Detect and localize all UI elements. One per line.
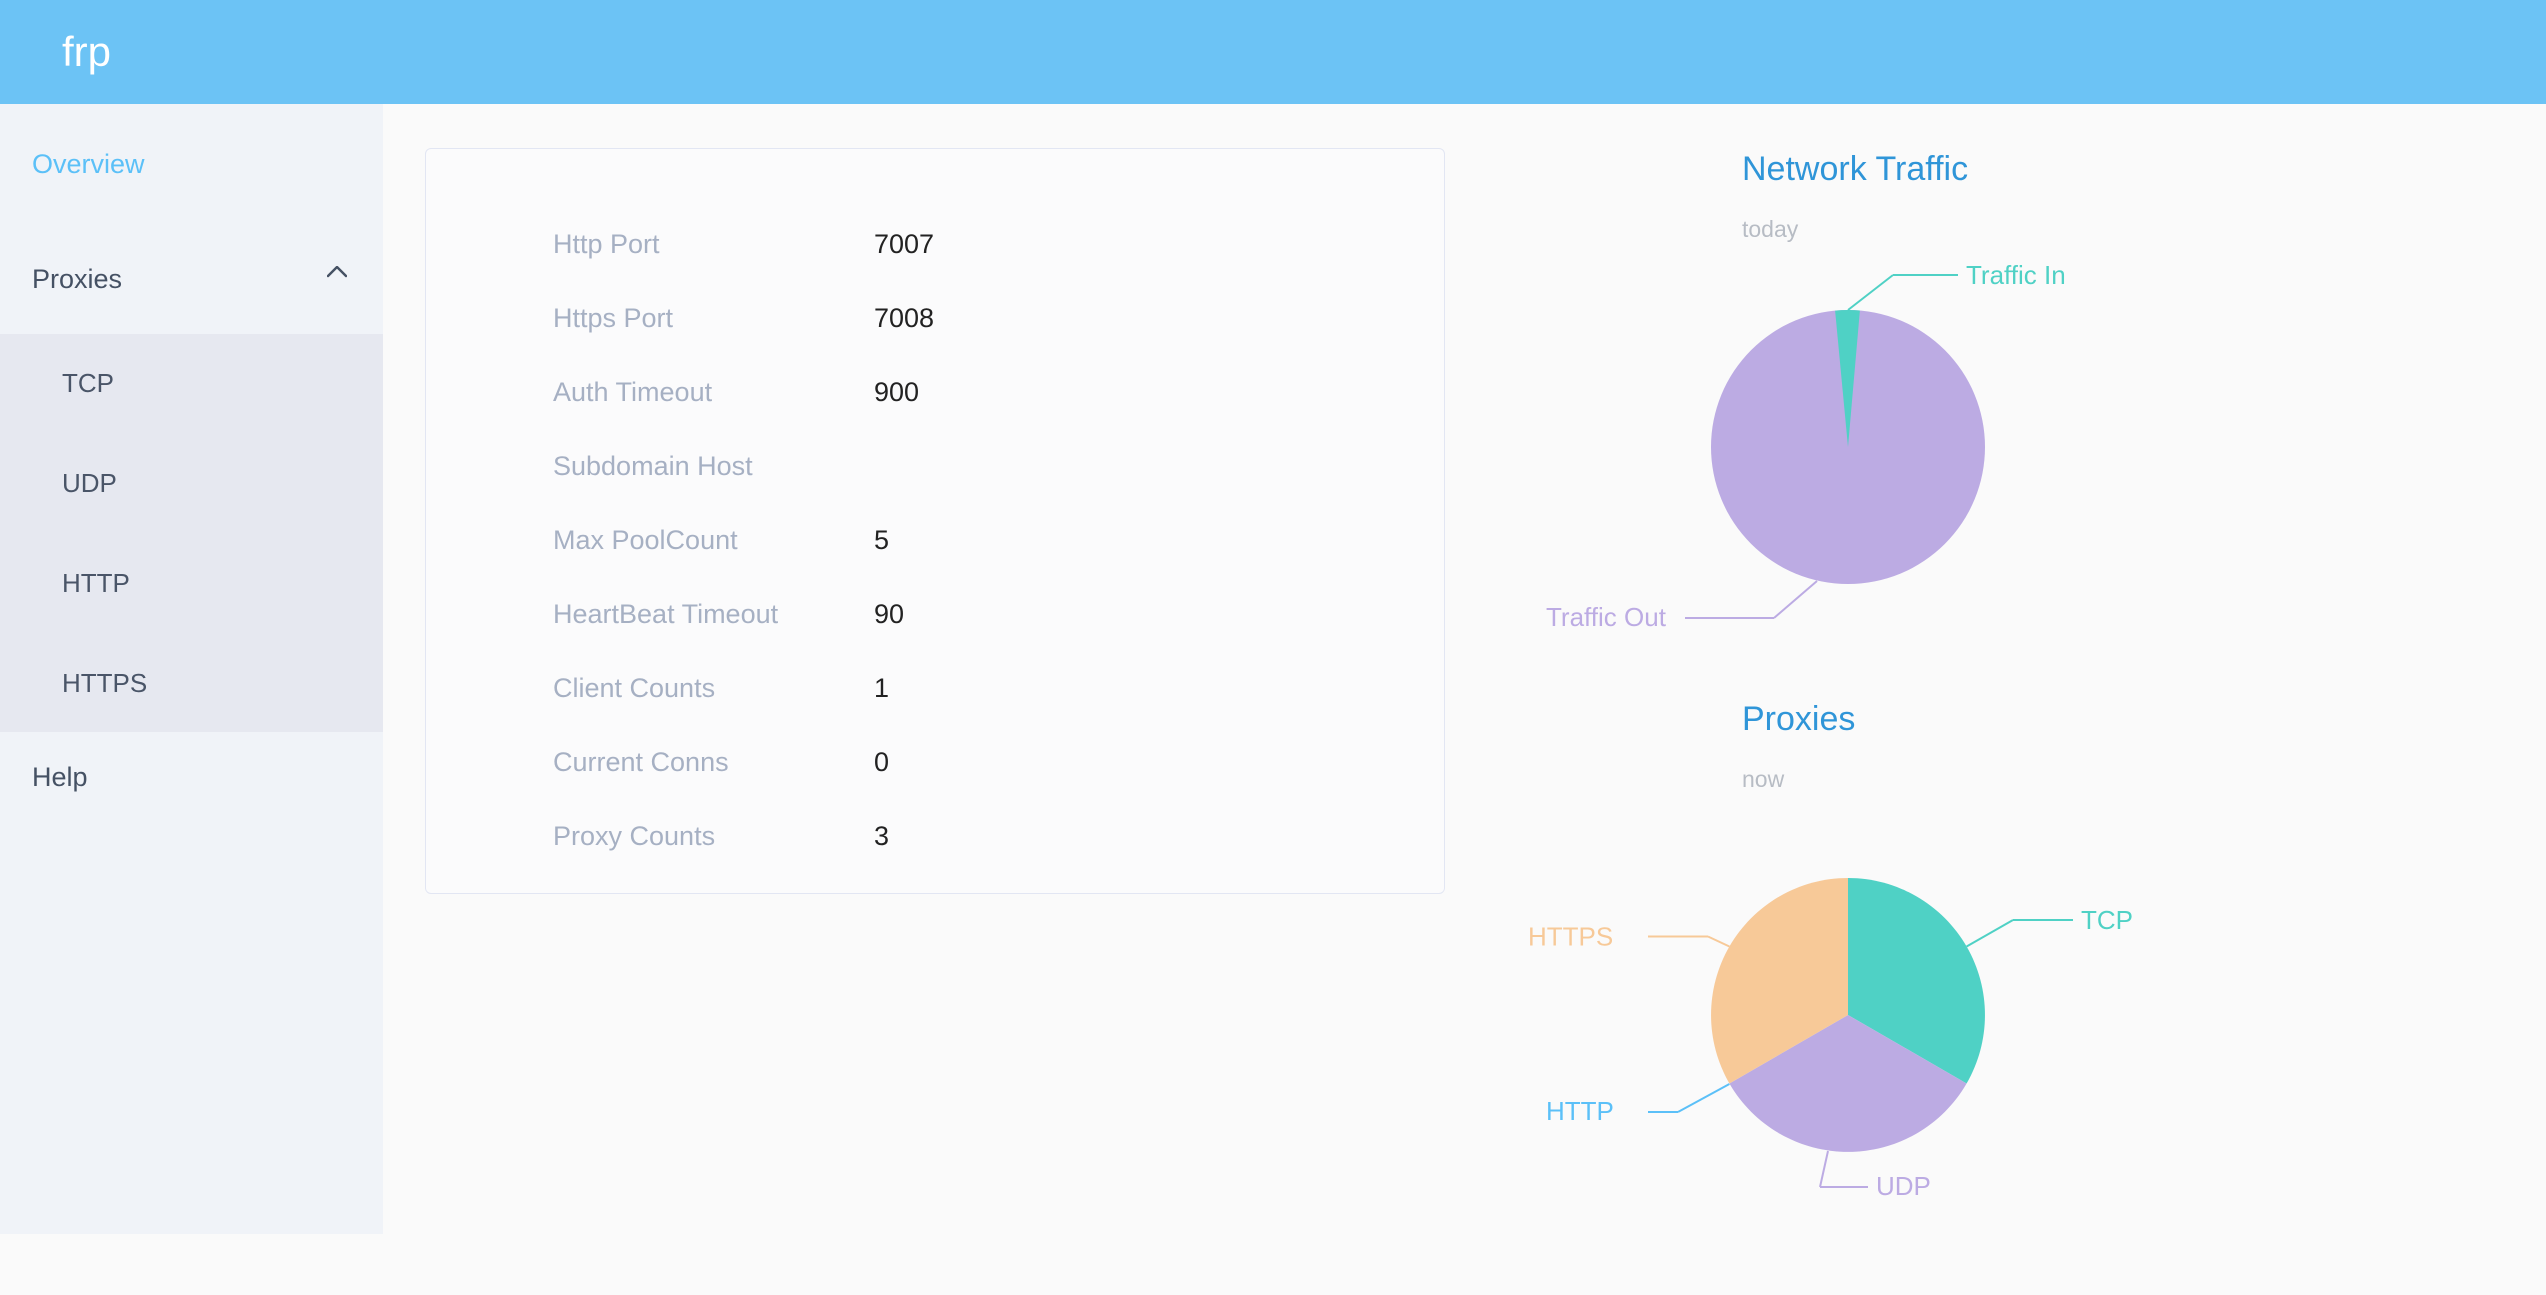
svg-text:UDP: UDP [1876, 1171, 1931, 1201]
svg-text:TCP: TCP [2081, 905, 2133, 935]
svg-text:HTTP: HTTP [1546, 1096, 1614, 1126]
svg-text:Traffic In: Traffic In [1966, 262, 2066, 290]
svg-text:HTTPS: HTTPS [1528, 922, 1613, 952]
svg-text:Traffic Out: Traffic Out [1546, 602, 1667, 632]
